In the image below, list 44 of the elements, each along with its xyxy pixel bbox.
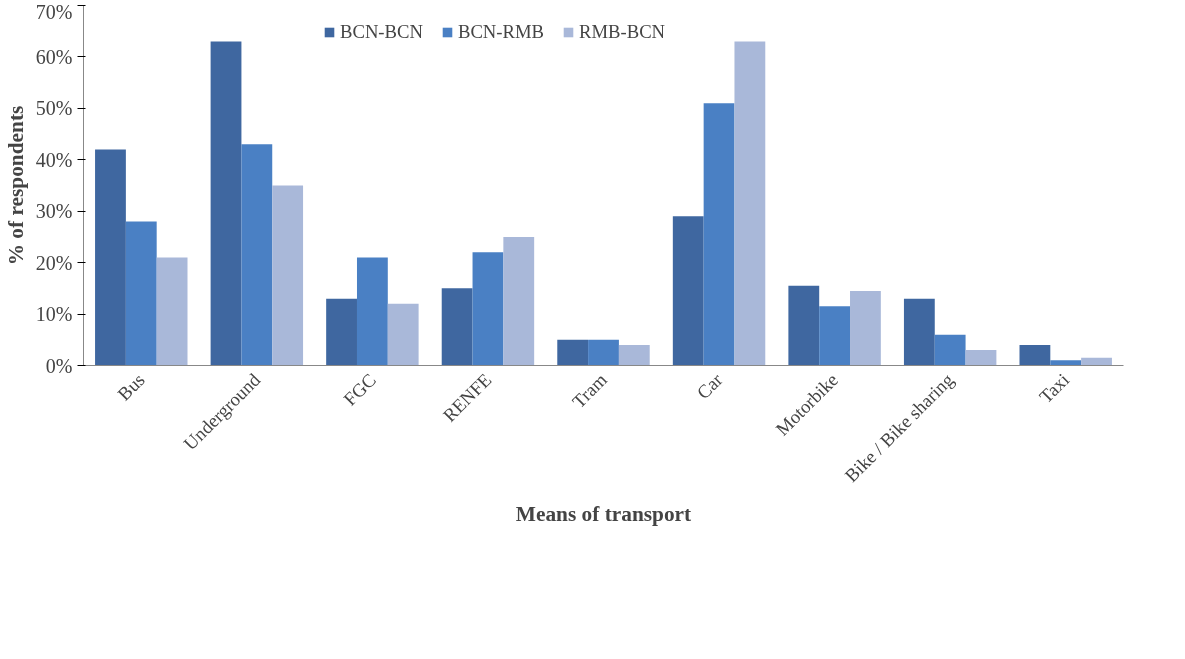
y-tick-label: 30% (35, 200, 73, 223)
bar (1050, 360, 1082, 366)
bar (903, 298, 935, 366)
y-tick-label: 0% (45, 354, 73, 377)
bar (850, 290, 881, 366)
bar (588, 339, 619, 366)
bar (356, 257, 388, 366)
legend-label: BCN-BCN (340, 21, 423, 43)
bar (241, 144, 273, 366)
bar (272, 185, 304, 366)
bar (503, 236, 535, 366)
bar (819, 306, 851, 366)
x-tick-label: Tram (567, 368, 612, 413)
y-axis-title: % of respondents (3, 105, 28, 266)
bar (934, 334, 966, 366)
bar (156, 257, 188, 366)
bar (672, 216, 704, 366)
bar (1081, 357, 1112, 366)
x-axis-title: Means of transport (515, 501, 693, 526)
bar (703, 103, 735, 366)
bar (472, 252, 504, 366)
bar (125, 221, 157, 366)
bar (387, 303, 419, 366)
bar (965, 350, 997, 366)
bar (734, 41, 766, 366)
bar (326, 298, 357, 366)
y-tick-label: 70% (35, 0, 73, 23)
bar (95, 149, 126, 366)
bar (441, 288, 473, 366)
y-tick-label: 10% (35, 303, 73, 326)
bar (557, 339, 589, 366)
x-tick-label: Taxi (1035, 369, 1074, 408)
x-tick-label: Car (692, 368, 728, 403)
legend-label: BCN-RMB (457, 21, 544, 43)
bar (210, 41, 242, 366)
bar (788, 285, 820, 366)
bar (618, 344, 650, 366)
x-tick-label: Bus (113, 369, 149, 405)
bar (1019, 344, 1051, 366)
y-tick-label: 60% (35, 45, 73, 68)
y-tick-label: 20% (35, 251, 73, 274)
y-tick-label: 40% (35, 148, 73, 171)
legend-label: RMB-BCN (579, 21, 666, 43)
y-tick-label: 50% (35, 97, 73, 120)
